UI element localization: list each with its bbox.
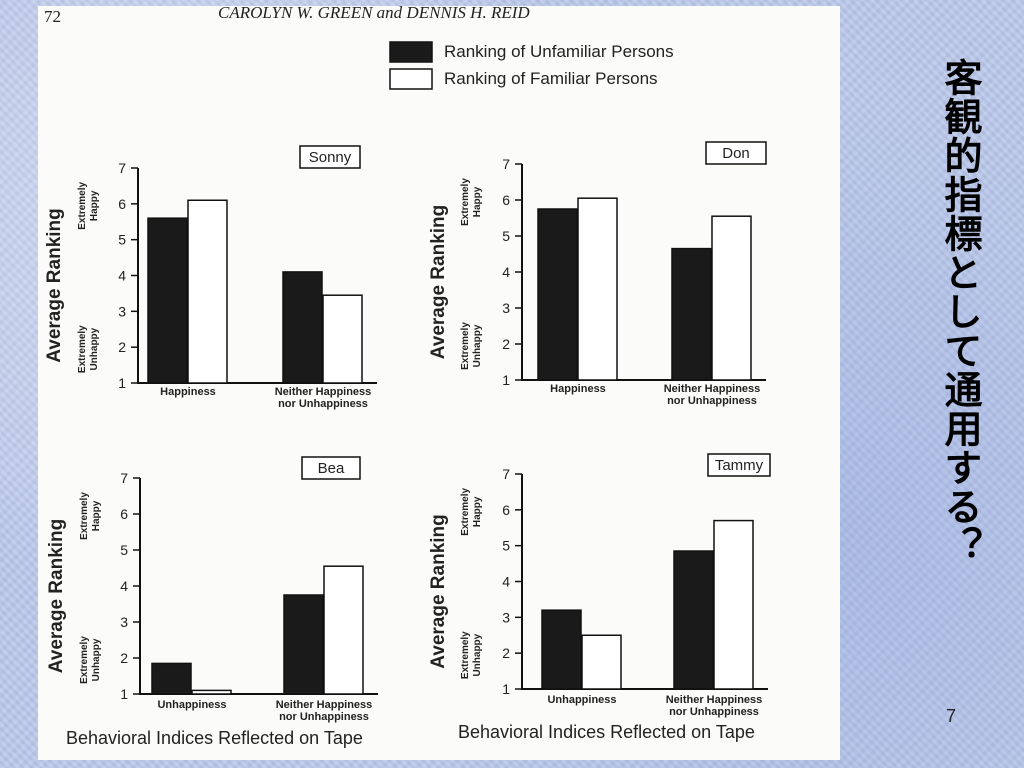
bar-familiar <box>187 199 228 384</box>
bar-unfamiliar <box>541 609 582 690</box>
y-anchor-extremely-unhappy: Extremely <box>79 636 90 684</box>
y-tick-label: 3 <box>118 303 126 319</box>
y-tick-label: 6 <box>502 192 510 208</box>
x-category-label: Neither Happiness <box>666 694 763 706</box>
y-anchor-extremely-happy: Happy <box>472 496 483 527</box>
x-category-label: Happiness <box>550 383 606 395</box>
y-anchor-extremely-happy: Extremely <box>460 178 471 226</box>
bar-familiar <box>577 197 618 381</box>
x-category-label: nor Unhappiness <box>667 395 757 407</box>
bar-familiar <box>713 519 754 690</box>
legend-swatch-unfamiliar <box>389 41 433 63</box>
y-tick-label: 4 <box>118 268 126 284</box>
y-axis-title: Average Ranking <box>46 519 67 674</box>
y-tick-label: 1 <box>120 686 128 702</box>
bar-familiar <box>581 634 622 690</box>
y-anchor-extremely-happy: Happy <box>91 500 102 531</box>
y-anchor-extremely-unhappy: Unhappy <box>91 638 102 681</box>
slide-page-number: 7 <box>946 706 957 726</box>
y-tick-label: 2 <box>120 650 128 666</box>
y-anchor-extremely-happy: Extremely <box>77 181 88 229</box>
participant-name: Sonny <box>309 149 352 166</box>
y-tick-label: 2 <box>502 645 510 661</box>
participant-name: Tammy <box>715 457 764 474</box>
y-anchor-extremely-unhappy: Extremely <box>460 631 471 679</box>
y-tick-label: 5 <box>118 232 126 248</box>
y-anchor-extremely-unhappy: Unhappy <box>89 327 100 370</box>
y-axis-title: Average Ranking <box>428 205 449 360</box>
y-tick-label: 4 <box>502 264 510 280</box>
y-tick-label: 1 <box>502 681 510 697</box>
y-anchor-extremely-happy: Happy <box>89 190 100 221</box>
x-category-label: Neither Happiness <box>275 386 372 398</box>
bar-unfamiliar <box>537 208 578 381</box>
y-tick-label: 7 <box>118 160 126 176</box>
y-tick-label: 3 <box>502 300 510 316</box>
y-tick-label: 5 <box>502 228 510 244</box>
running-head: CAROLYN W. GREEN and DENNIS H. REID <box>218 6 530 22</box>
y-tick-label: 7 <box>502 156 510 172</box>
y-anchor-extremely-unhappy: Extremely <box>77 325 88 373</box>
legend-swatch-familiar <box>389 68 433 90</box>
participant-label-box <box>707 453 771 477</box>
y-tick-label: 6 <box>118 196 126 212</box>
bar-familiar <box>323 565 364 695</box>
x-category-label: nor Unhappiness <box>279 711 369 723</box>
y-anchor-extremely-happy: Extremely <box>460 487 471 535</box>
x-category-label: Neither Happiness <box>664 383 761 395</box>
y-axis-title: Average Ranking <box>428 514 449 669</box>
y-tick-label: 3 <box>502 609 510 625</box>
x-axis-title-right: Behavioral Indices Reflected on Tape <box>458 722 755 742</box>
participant-label-box <box>705 141 767 165</box>
y-tick-label: 2 <box>118 339 126 355</box>
bar-familiar <box>322 294 363 384</box>
y-tick-label: 6 <box>120 506 128 522</box>
bar-unfamiliar <box>673 550 714 690</box>
bar-familiar <box>191 689 232 695</box>
x-category-label: nor Unhappiness <box>669 706 759 718</box>
bar-unfamiliar <box>151 662 192 695</box>
y-tick-label: 7 <box>120 470 128 486</box>
x-category-label: nor Unhappiness <box>278 398 368 410</box>
legend-label-unfamiliar: Ranking of Unfamiliar Persons <box>444 42 674 61</box>
y-tick-label: 6 <box>502 502 510 518</box>
y-anchor-extremely-unhappy: Extremely <box>460 322 471 370</box>
x-category-label: Happiness <box>160 386 216 398</box>
y-tick-label: 7 <box>502 466 510 482</box>
x-axis-title-left: Behavioral Indices Reflected on Tape <box>66 728 363 748</box>
legend-label-familiar: Ranking of Familiar Persons <box>444 69 658 88</box>
y-tick-label: 4 <box>502 574 510 590</box>
participant-name: Don <box>722 145 750 162</box>
slide-title: 客観的指標として通用する？ <box>938 58 982 565</box>
y-tick-label: 3 <box>120 614 128 630</box>
y-tick-label: 1 <box>502 372 510 388</box>
y-tick-label: 4 <box>120 578 128 594</box>
bar-unfamiliar <box>282 271 323 384</box>
bar-unfamiliar <box>283 594 324 695</box>
participant-name: Bea <box>318 460 345 477</box>
participant-label-box <box>299 145 361 169</box>
y-anchor-extremely-happy: Happy <box>472 186 483 217</box>
figure-canvas: 72 CAROLYN W. GREEN and DENNIS H. REID R… <box>44 6 771 748</box>
y-axis-title: Average Ranking <box>44 208 65 363</box>
scan-page-number: 72 <box>44 7 61 26</box>
x-category-label: Unhappiness <box>547 694 616 706</box>
y-tick-label: 1 <box>118 375 126 391</box>
y-tick-label: 5 <box>502 538 510 554</box>
bar-unfamiliar <box>671 247 712 381</box>
participant-label-box <box>301 456 361 480</box>
y-anchor-extremely-unhappy: Unhappy <box>472 633 483 676</box>
y-tick-label: 2 <box>502 336 510 352</box>
y-anchor-extremely-unhappy: Unhappy <box>472 324 483 367</box>
bar-unfamiliar <box>147 217 188 384</box>
scanned-figure: 72 CAROLYN W. GREEN and DENNIS H. REID R… <box>38 6 840 760</box>
y-tick-label: 5 <box>120 542 128 558</box>
bar-familiar <box>711 215 752 381</box>
y-anchor-extremely-happy: Extremely <box>79 492 90 540</box>
x-category-label: Neither Happiness <box>276 699 373 711</box>
x-category-label: Unhappiness <box>157 699 226 711</box>
